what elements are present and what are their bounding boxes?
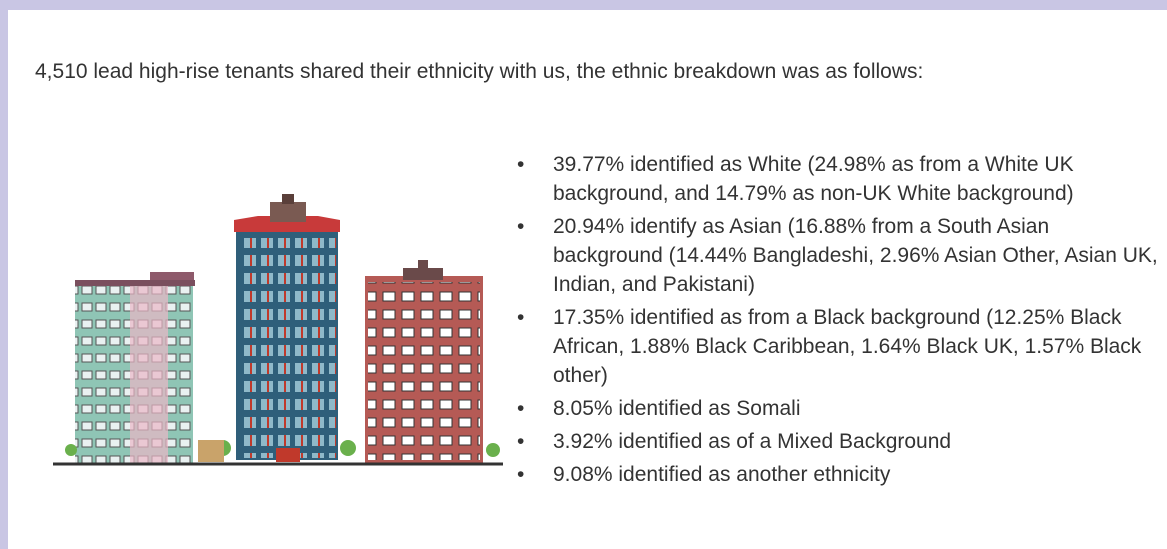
intro-text: 4,510 lead high-rise tenants shared thei…: [35, 60, 923, 84]
bullet-item: 17.35% identified as from a Black backgr…: [513, 303, 1163, 390]
bullet-list: 39.77% identified as White (24.98% as fr…: [513, 150, 1163, 493]
bullet-item: 9.08% identified as another ethnicity: [513, 460, 1163, 489]
page: 4,510 lead high-rise tenants shared thei…: [0, 0, 1167, 549]
bullet-item: 39.77% identified as White (24.98% as fr…: [513, 150, 1163, 208]
buildings-illustration: [38, 180, 508, 480]
bullet-item: 20.94% identify as Asian (16.88% from a …: [513, 212, 1163, 299]
bullet-item: 3.92% identified as of a Mixed Backgroun…: [513, 427, 1163, 456]
bullet-item: 8.05% identified as Somali: [513, 394, 1163, 423]
